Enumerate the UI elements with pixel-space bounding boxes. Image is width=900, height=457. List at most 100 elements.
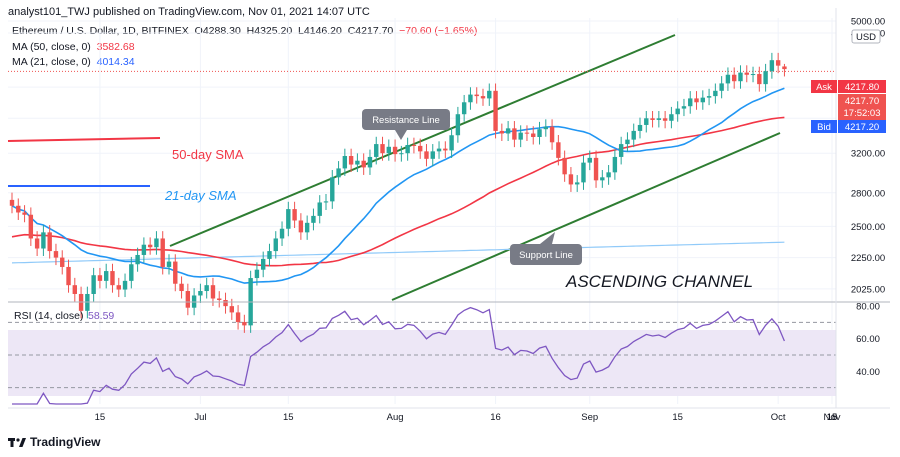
tradingview-logo-icon <box>8 437 26 447</box>
time-tick-label: Jul <box>194 412 206 423</box>
price-tick-label: 2500.00 <box>851 222 885 233</box>
resistance-line <box>169 34 676 247</box>
candle-body <box>380 144 385 154</box>
close-value: 4217.70 <box>355 25 394 37</box>
candle-body <box>374 144 379 157</box>
candle-body <box>210 285 216 299</box>
candle-body <box>631 130 636 140</box>
candle-body <box>154 238 159 248</box>
candle-body <box>267 251 272 259</box>
ma50-value: 3582.68 <box>96 41 135 53</box>
change-value: −70.60 (−1.65%) <box>399 25 478 37</box>
candle-body <box>688 98 693 107</box>
candle-body <box>681 106 687 109</box>
candle-body <box>399 153 404 155</box>
ma200-line <box>11 241 785 264</box>
price-tick-label: 2250.00 <box>851 253 885 264</box>
candle-body <box>348 156 354 165</box>
candle-body <box>556 142 561 158</box>
candle-body <box>738 72 743 82</box>
time-tick-label: 18 <box>827 412 838 423</box>
candle-body <box>261 258 266 270</box>
price-tick-label: 2800.00 <box>851 188 885 199</box>
candle-body <box>744 72 749 75</box>
candle-body <box>392 146 398 155</box>
ma21-value: 4014.34 <box>96 56 135 68</box>
candle-body <box>593 157 599 181</box>
candle-body <box>512 128 517 140</box>
currency-badge[interactable]: USD <box>851 29 881 44</box>
ma21-legend: MA (21, close, 0) 4014.34 <box>12 56 135 68</box>
time-tick-label: Sep <box>581 412 598 423</box>
candle-body <box>449 135 454 151</box>
bid-label: Bid <box>817 122 831 133</box>
candle-body <box>160 238 165 267</box>
candle-body <box>85 293 90 311</box>
candle-body <box>361 160 366 168</box>
candle-body <box>342 156 348 169</box>
candle-body <box>455 114 461 136</box>
candle-body <box>669 114 674 121</box>
channel-annotation: ASCENDING CHANNEL <box>565 272 753 291</box>
rsi-band <box>8 330 836 396</box>
ma50-label: MA (50, close, 0) <box>12 41 91 53</box>
time-tick-label: Aug <box>387 412 404 423</box>
candle-body <box>110 271 115 286</box>
candle-body <box>91 275 96 294</box>
candle-body <box>650 118 655 120</box>
candle-body <box>173 261 178 284</box>
currency-label: USD <box>856 32 876 43</box>
candle-body <box>97 275 103 281</box>
symbol-name: Ethereum / U.S. Dollar, 1D, BITFINEX <box>12 25 189 37</box>
ma50-line <box>11 116 785 267</box>
candle-body <box>719 83 724 91</box>
candle-body <box>757 74 762 85</box>
candle-body <box>694 98 699 103</box>
candle-body <box>524 132 530 134</box>
brand-name: TradingView <box>30 435 101 449</box>
ma50-legend: MA (50, close, 0) 3582.68 <box>12 41 135 53</box>
candle-body <box>191 295 197 308</box>
candle-body <box>198 291 203 296</box>
candle-body <box>461 102 467 115</box>
candle-body <box>575 182 580 185</box>
candle-body <box>60 257 65 267</box>
candle-body <box>135 254 140 265</box>
candle-body <box>750 74 756 76</box>
candle-body <box>493 90 498 131</box>
time-tick-label: 15 <box>95 412 106 423</box>
candle-body <box>568 174 574 185</box>
axes-group: 5000.00 4800.00 4000.00 3600.00 3200.00 2800.… <box>8 8 890 423</box>
candle-body <box>675 108 680 115</box>
candle-body <box>72 285 77 294</box>
ascending-channel <box>169 34 781 301</box>
symbol-legend: Ethereum / U.S. Dollar, 1D, BITFINEX O42… <box>12 25 477 37</box>
candle-body <box>242 322 247 326</box>
candle-body <box>418 145 423 152</box>
candle-body <box>531 133 536 137</box>
candle-body <box>499 130 505 134</box>
candle-body <box>581 162 586 183</box>
candle-body <box>9 199 15 206</box>
candle-body <box>543 126 548 130</box>
candle-body <box>474 94 479 97</box>
time-tick-label: 16 <box>490 412 501 423</box>
countdown-value: 17:52:03 <box>844 108 881 119</box>
close-label: C <box>347 25 356 37</box>
candle-body <box>468 94 473 103</box>
price-tick-label: 4000.00 <box>851 83 885 94</box>
candle-body <box>769 60 775 72</box>
candle-body <box>304 222 310 233</box>
rsi-tick-label: 80.00 <box>856 302 880 313</box>
candle-body <box>386 146 391 154</box>
candle-body <box>28 214 34 239</box>
sma21-annotation: 21-day SMA <box>164 188 237 203</box>
low-label: L <box>298 25 304 37</box>
candle-body <box>122 280 128 290</box>
candle-body <box>405 144 410 154</box>
candle-body <box>116 285 121 290</box>
publisher-header: analyst101_TWJ published on TradingView.… <box>8 6 370 18</box>
tradingview-footer[interactable]: TradingView <box>8 435 100 449</box>
high-value: 4325.20 <box>254 25 293 37</box>
